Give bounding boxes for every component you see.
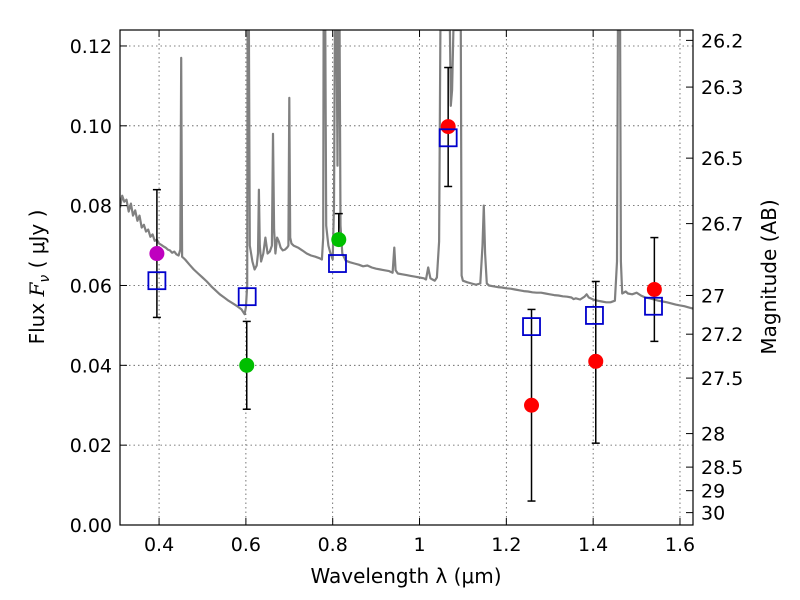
model-photometry-point <box>585 306 604 325</box>
right-tick-label: 27 <box>701 285 725 307</box>
x-tick-label: 0.4 <box>144 534 174 556</box>
model-photometry-point <box>237 287 257 307</box>
observed-point <box>149 246 165 262</box>
y-tick-label: 0.12 <box>70 36 112 58</box>
observed-point <box>331 232 347 248</box>
plot-frame <box>119 29 694 526</box>
observed-point <box>588 353 604 369</box>
model-spectrum-line <box>120 30 693 316</box>
right-tick-label: 30 <box>701 503 725 525</box>
observed-point <box>239 357 255 373</box>
model-photometry-point <box>522 317 541 337</box>
x-tick-label: 0.6 <box>231 534 261 556</box>
y-axis-ticks: 0.00 0.02 0.04 0.06 0.08 0.10 0.12 <box>70 36 127 537</box>
x-axis-ticks: 0.4 0.6 0.8 1 1.2 1.4 1.6 <box>144 30 695 556</box>
grid <box>120 30 693 526</box>
right-tick-label: 26.2 <box>701 30 743 52</box>
y-tick-label: 0.02 <box>70 435 112 457</box>
right-tick-label: 26.3 <box>701 77 743 99</box>
observed-points <box>149 119 662 413</box>
model-photometry-point <box>328 254 347 273</box>
observed-point <box>646 281 662 297</box>
model-photometry-point <box>147 271 167 291</box>
y-axis-label: Flux Fν ( μJy ) <box>25 210 53 345</box>
right-axis-label: Magnitude (AB) <box>757 199 781 354</box>
right-tick-label: 29 <box>701 481 725 503</box>
y-tick-label: 0.00 <box>70 515 112 537</box>
observed-point <box>524 397 540 413</box>
y-axis-label-subscript: ν <box>37 275 53 283</box>
right-tick-label: 26.7 <box>701 214 743 236</box>
right-tick-label: 28.5 <box>701 457 743 479</box>
model-photometry-points <box>147 128 663 337</box>
model-photometry-point <box>644 296 663 316</box>
right-tick-label: 27.5 <box>701 368 743 390</box>
right-tick-label: 27.2 <box>701 324 743 346</box>
x-axis-label: Wavelength λ (μm) <box>310 564 501 588</box>
y-tick-label: 0.04 <box>70 355 112 377</box>
y-axis-label-suffix: ( μJy ) <box>25 210 49 275</box>
right-tick-label: 26.5 <box>701 148 743 170</box>
x-tick-label: 1.6 <box>665 534 695 556</box>
y-axis-label-symbol: F <box>25 281 49 297</box>
model-photometry-point <box>438 128 458 148</box>
error-bars <box>152 66 659 502</box>
x-tick-label: 0.8 <box>318 534 348 556</box>
y-axis-label-prefix: Flux <box>25 296 49 344</box>
y-tick-label: 0.10 <box>70 116 112 138</box>
x-tick-label: 1.4 <box>578 534 608 556</box>
right-tick-label: 28 <box>701 424 725 446</box>
x-tick-label: 1.2 <box>491 534 521 556</box>
x-tick-label: 1 <box>413 534 425 556</box>
y-tick-label: 0.08 <box>70 196 112 218</box>
observed-point <box>440 119 456 135</box>
y-tick-label: 0.06 <box>70 275 112 297</box>
